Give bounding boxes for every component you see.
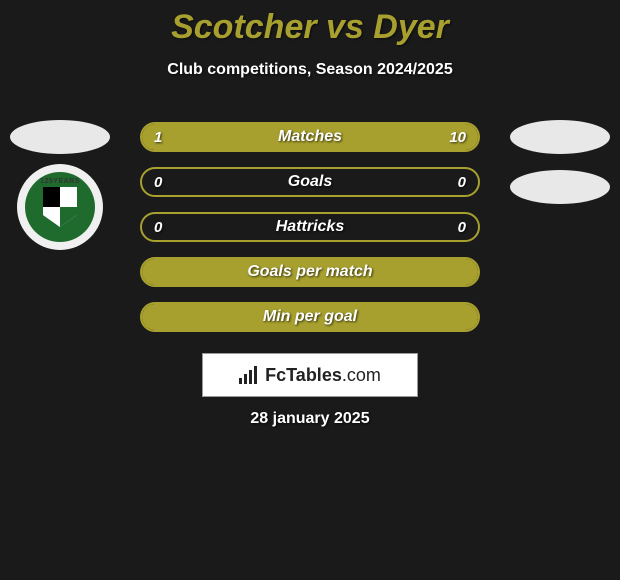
bar-label: Goals bbox=[288, 173, 332, 191]
player-left-club-badge: 125YEARS bbox=[17, 164, 103, 250]
bar-chart-icon bbox=[239, 366, 261, 384]
stat-bar: Min per goal bbox=[140, 302, 480, 332]
bar-value-left: 1 bbox=[154, 129, 162, 146]
brand-name-bold: FcTables bbox=[265, 365, 342, 385]
brand-name-light: .com bbox=[342, 365, 381, 385]
page-subtitle: Club competitions, Season 2024/2025 bbox=[0, 61, 620, 79]
bar-label: Min per goal bbox=[263, 308, 357, 326]
badge-top-text: 125YEARS bbox=[40, 178, 80, 185]
bar-label: Goals per match bbox=[247, 263, 372, 281]
right-player-column bbox=[510, 120, 610, 204]
stat-bar: 0 0 Goals bbox=[140, 167, 480, 197]
bar-value-left: 0 bbox=[154, 174, 162, 191]
comparison-bars: 1 10 Matches 0 0 Goals 0 0 Hattricks Goals per ma… bbox=[140, 122, 480, 332]
shield-icon bbox=[43, 187, 77, 227]
player-right-club-placeholder bbox=[510, 170, 610, 204]
bar-value-right: 0 bbox=[458, 219, 466, 236]
bar-label: Hattricks bbox=[276, 218, 344, 236]
bar-value-right: 10 bbox=[449, 129, 466, 146]
stat-bar: 0 0 Hattricks bbox=[140, 212, 480, 242]
snapshot-date: 28 january 2025 bbox=[0, 410, 620, 428]
bar-value-left: 0 bbox=[154, 219, 162, 236]
player-left-photo-placeholder bbox=[10, 120, 110, 154]
stat-bar: Goals per match bbox=[140, 257, 480, 287]
bar-value-right: 0 bbox=[458, 174, 466, 191]
page-title: Scotcher vs Dyer bbox=[0, 0, 620, 47]
bar-label: Matches bbox=[278, 128, 342, 146]
player-right-photo-placeholder bbox=[510, 120, 610, 154]
stat-bar: 1 10 Matches bbox=[140, 122, 480, 152]
brand-watermark: FcTables.com bbox=[202, 353, 418, 397]
left-player-column: 125YEARS bbox=[10, 120, 110, 250]
brand-text: FcTables.com bbox=[265, 365, 381, 386]
